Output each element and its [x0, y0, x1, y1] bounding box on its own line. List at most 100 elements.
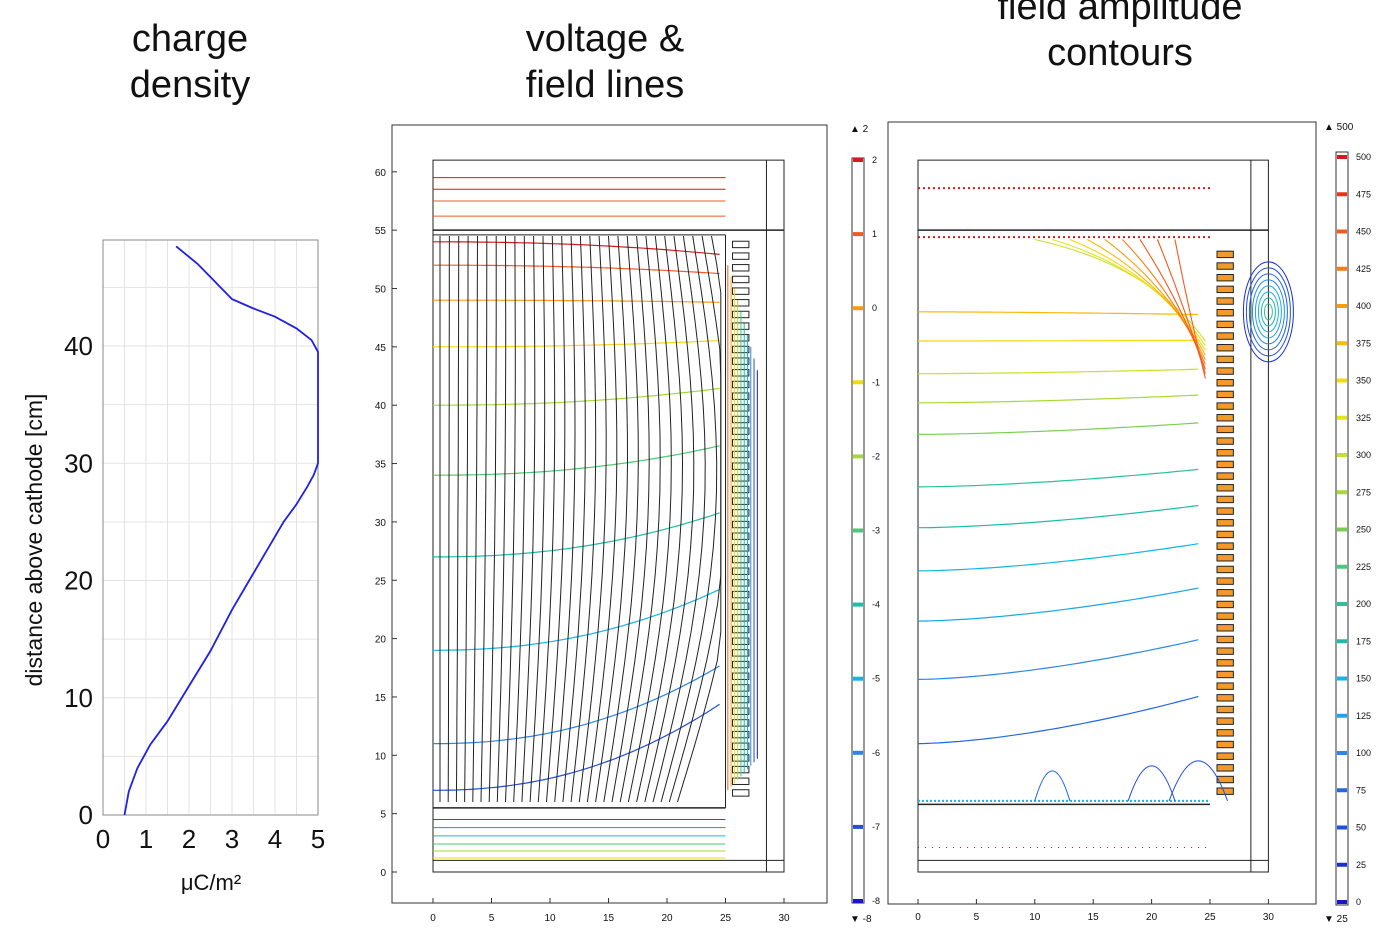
field-cage-ring: [1216, 635, 1234, 644]
field-cage-ring: [1216, 449, 1234, 457]
colorbar-swatch: [1337, 453, 1347, 457]
field-cage-ring: [732, 264, 750, 272]
colorbar-swatch: [1337, 676, 1347, 681]
field-line: [595, 235, 629, 803]
field-line: [496, 235, 507, 803]
field-cage-ring: [732, 240, 750, 249]
field-cage-outline: [917, 159, 1269, 873]
y-tick-label: 35: [375, 460, 387, 471]
field-cage-ring: [1216, 484, 1234, 492]
plot-frame: [102, 239, 319, 816]
field-cage-ring: [1216, 530, 1234, 539]
field-cage-ring: [1216, 262, 1234, 270]
amplitude-contour: [917, 639, 1199, 680]
field-line: [464, 235, 469, 803]
plot-frame: [887, 121, 1317, 905]
amplitude-contour: [1254, 285, 1282, 339]
x-tick-label: 10: [544, 913, 556, 924]
series-line: [123, 245, 319, 816]
amplitude-contour: [918, 339, 1199, 342]
colorbar-tick-label: 225: [1356, 562, 1371, 572]
field-cage-ring: [1216, 297, 1234, 305]
field-line: [586, 235, 618, 803]
colorbar-swatch: [1337, 527, 1347, 532]
field-cage-ring: [1216, 250, 1234, 259]
x-tick-label: 15: [603, 913, 615, 924]
field-cage-ring: [1216, 344, 1234, 352]
colorbar-tick-label: 275: [1356, 487, 1371, 497]
amplitude-contour: [1260, 297, 1276, 327]
field-cage-ring: [1216, 624, 1234, 632]
colorbar-swatch: [1337, 378, 1347, 383]
x-tick-label: 5: [311, 824, 325, 854]
colorbar-swatch: [853, 454, 863, 459]
field-cage-ring: [1216, 612, 1234, 620]
amplitude-contour: [917, 695, 1199, 745]
x-tick-label: 30: [778, 913, 790, 924]
field-cage-ring: [1216, 775, 1234, 784]
x-tick-label: 10: [1029, 912, 1041, 923]
colorbar-swatch: [853, 232, 863, 237]
amplitude-contour: [1248, 273, 1288, 351]
field-line: [554, 235, 576, 803]
amplitude-contour: [918, 311, 1199, 316]
field-cage-ring: [732, 252, 750, 260]
amplitude-contour: [1034, 770, 1071, 801]
amplitude-contour: [918, 368, 1199, 375]
colorbar-swatch: [1337, 304, 1347, 308]
field-cage-ring: [1216, 565, 1234, 574]
y-tick-label: 20: [64, 566, 93, 596]
field-line: [562, 235, 586, 803]
field-line: [611, 235, 650, 803]
field-line: [677, 235, 722, 803]
field-cage-ring: [1216, 694, 1234, 702]
field-line: [570, 235, 597, 803]
x-tick-label: 25: [720, 913, 732, 924]
colorbar-max-label: ▲ 2: [850, 124, 869, 135]
amplitude-contour: [1257, 291, 1279, 333]
colorbar-tick-label: 25: [1356, 860, 1366, 870]
colorbar-tick-label: 300: [1356, 450, 1371, 460]
field-cage-outline: [432, 159, 785, 873]
y-tick-label: 25: [375, 576, 387, 587]
amplitude-contour: [1104, 239, 1206, 360]
colorbar-tick-label: -5: [872, 674, 880, 684]
field-line: [603, 235, 639, 803]
y-tick-label: 60: [375, 168, 387, 179]
field-cage-ring: [1216, 437, 1234, 445]
x-tick-label: 20: [1146, 912, 1158, 923]
colorbar-swatch: [853, 676, 863, 681]
field-line: [480, 236, 488, 803]
field-cage-ring: [1216, 717, 1234, 725]
field-cage-ring: [1216, 390, 1234, 399]
colorbar-tick-label: 325: [1356, 413, 1371, 423]
colorbar-swatch: [853, 158, 863, 162]
field-cage-ring: [1216, 647, 1234, 655]
colorbar-swatch: [1337, 900, 1347, 904]
field-line: [488, 236, 497, 803]
field-line: [472, 235, 478, 803]
colorbar-tick-label: 400: [1356, 301, 1371, 311]
field-line: [660, 235, 718, 803]
amplitude-contour: [918, 504, 1199, 529]
field-line: [619, 235, 661, 803]
field-line: [578, 235, 607, 803]
y-tick-label: 0: [380, 868, 386, 879]
colorbar-swatch: [853, 824, 863, 829]
colorbar-swatch: [853, 528, 863, 533]
colorbar-swatch: [853, 750, 863, 755]
x-tick-label: 1: [139, 824, 153, 854]
plot-frame: [391, 124, 828, 904]
x-tick-label: 3: [225, 824, 239, 854]
x-axis-label: μC/m²: [181, 870, 241, 895]
colorbar-tick-label: -6: [872, 748, 880, 758]
colorbar-tick-label: -1: [872, 377, 880, 387]
field-cage-ring: [732, 299, 750, 307]
y-tick-label: 55: [375, 226, 387, 237]
field-line: [652, 235, 706, 803]
x-tick-label: 0: [915, 912, 921, 923]
field-line: [636, 235, 684, 803]
field-line: [644, 235, 695, 803]
y-axis-label: distance above cathode [cm]: [21, 394, 47, 687]
colorbar-tick-label: 425: [1356, 264, 1371, 274]
